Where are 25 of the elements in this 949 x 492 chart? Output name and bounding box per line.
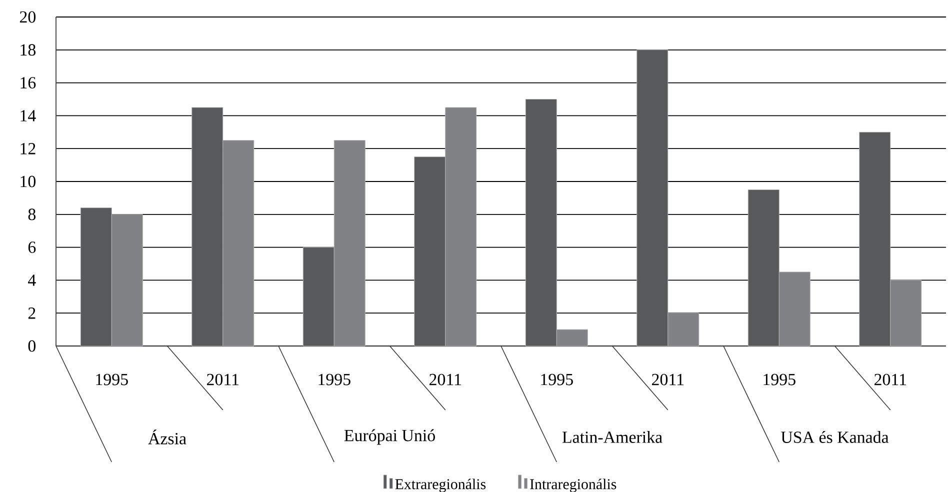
x-tick-label: 1995 [96,374,128,386]
y-tick-label: 16 [20,77,36,88]
y-tick-label: 0 [28,340,36,352]
y-tick-label: 8 [28,208,36,220]
x-tick-label: 1995 [541,374,573,386]
text: Ázsia [148,430,186,444]
legend-label: Intraregionális [530,478,616,492]
y-tick-label: 14 [20,110,36,122]
x-tick-label: 2011 [874,374,906,386]
y-tick-label: 10 [20,176,36,188]
x-tick-label: 2011 [430,374,461,386]
text: Európai Unió [344,429,435,445]
y-tick-label: 12 [20,142,36,154]
x-tick-label: 2011 [207,374,238,386]
y-tick-label: 4 [28,274,36,286]
x-tick-label: 2011 [652,374,684,386]
y-tick-label: 18 [20,44,36,56]
text: Latin-Amerika [562,431,662,443]
y-tick-label: 6 [28,242,36,253]
y-tick-label: 20 [20,11,36,23]
legend-label: Extraregionális [395,478,486,492]
x-tick-label: 1995 [318,374,350,386]
x-tick-label: 1995 [764,374,796,386]
text: USA és Kanada [781,431,889,443]
y-tick-label: 2 [28,307,36,319]
